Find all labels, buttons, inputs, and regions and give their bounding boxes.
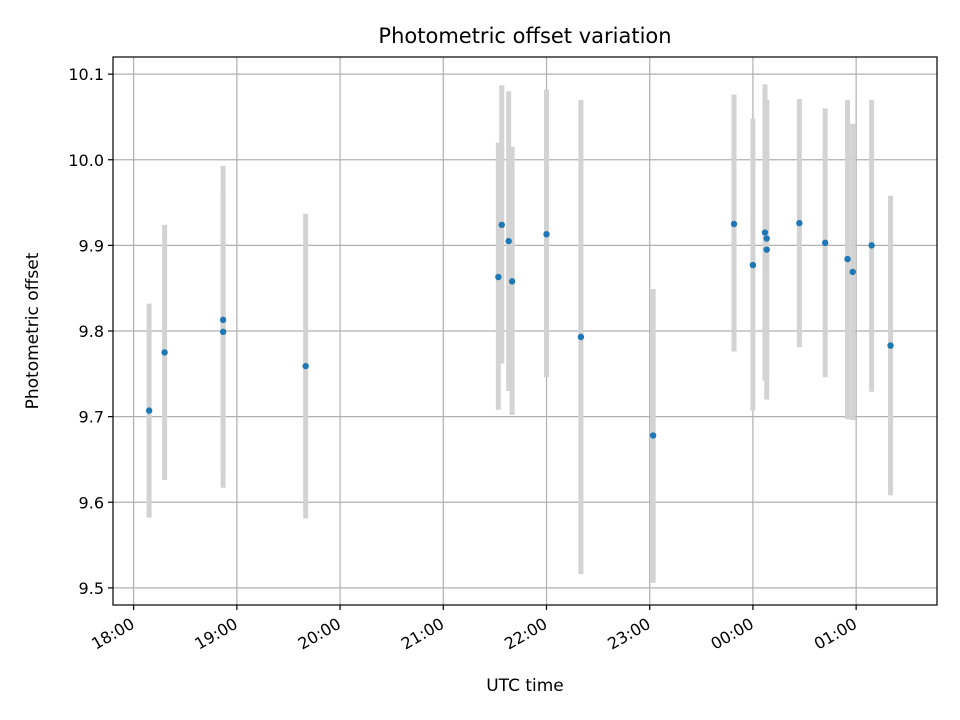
data-points — [145, 219, 894, 439]
data-point — [505, 237, 512, 245]
data-point — [219, 316, 227, 324]
data-point — [577, 333, 585, 341]
data-point — [749, 261, 757, 269]
data-point — [796, 219, 803, 227]
data-point — [821, 239, 829, 247]
y-tick-label: 9.9 — [79, 236, 104, 255]
y-tick-label: 9.6 — [79, 493, 104, 512]
chart-title: Photometric offset variation — [378, 24, 671, 48]
y-tick-label: 9.7 — [79, 408, 104, 427]
y-tick-label: 9.8 — [79, 322, 104, 341]
data-point — [302, 362, 309, 370]
data-point — [498, 221, 505, 229]
data-point — [763, 246, 770, 253]
y-tick-label: 10.1 — [68, 65, 104, 84]
data-point — [844, 255, 851, 263]
data-point — [219, 328, 227, 336]
data-point — [145, 407, 153, 414]
data-point — [887, 342, 894, 349]
data-point — [868, 242, 875, 249]
data-point — [161, 349, 168, 356]
data-point — [763, 235, 770, 242]
data-point — [508, 278, 516, 285]
data-point — [761, 229, 769, 236]
data-point — [543, 231, 550, 238]
y-axis-label: Photometric offset — [23, 252, 43, 409]
x-axis-label: UTC time — [486, 676, 564, 696]
data-point — [649, 432, 657, 439]
y-tick-label: 9.5 — [79, 579, 104, 598]
data-point — [495, 273, 502, 281]
data-point — [730, 220, 738, 228]
y-tick-label: 10.0 — [68, 151, 104, 170]
y-axis: 9.5 9.6 9.7 9.8 9.9 10.0 10.1 — [68, 65, 113, 598]
data-point — [849, 268, 856, 276]
